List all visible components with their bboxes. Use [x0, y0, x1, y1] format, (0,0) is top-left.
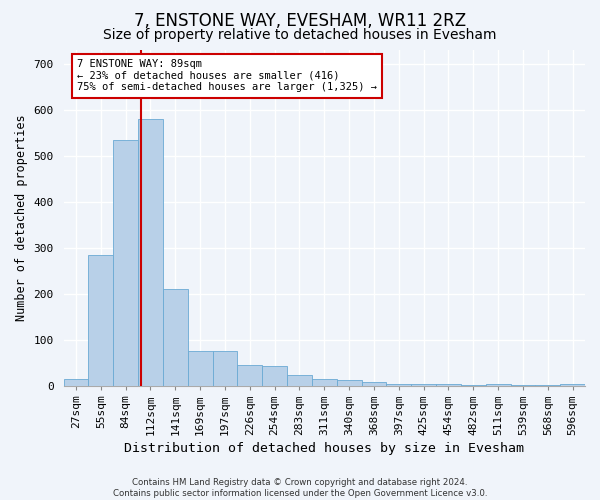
Bar	[287, 376, 312, 386]
Bar	[337, 380, 362, 386]
Bar	[262, 366, 287, 386]
Text: 7 ENSTONE WAY: 89sqm
← 23% of detached houses are smaller (416)
75% of semi-deta: 7 ENSTONE WAY: 89sqm ← 23% of detached h…	[77, 59, 377, 92]
Y-axis label: Number of detached properties: Number of detached properties	[15, 114, 28, 321]
Bar	[560, 384, 585, 386]
Bar	[64, 379, 88, 386]
Bar	[238, 365, 262, 386]
Bar	[188, 351, 212, 386]
Bar	[461, 384, 485, 386]
Bar	[411, 384, 436, 386]
Bar	[138, 119, 163, 386]
Text: Contains HM Land Registry data © Crown copyright and database right 2024.
Contai: Contains HM Land Registry data © Crown c…	[113, 478, 487, 498]
Bar	[485, 384, 511, 386]
Bar	[88, 254, 113, 386]
Bar	[436, 384, 461, 386]
Bar	[362, 382, 386, 386]
X-axis label: Distribution of detached houses by size in Evesham: Distribution of detached houses by size …	[124, 442, 524, 455]
Bar	[163, 289, 188, 386]
Bar	[386, 384, 411, 386]
Bar	[212, 351, 238, 386]
Text: 7, ENSTONE WAY, EVESHAM, WR11 2RZ: 7, ENSTONE WAY, EVESHAM, WR11 2RZ	[134, 12, 466, 30]
Text: Size of property relative to detached houses in Evesham: Size of property relative to detached ho…	[103, 28, 497, 42]
Bar	[535, 384, 560, 386]
Bar	[113, 140, 138, 386]
Bar	[511, 384, 535, 386]
Bar	[312, 379, 337, 386]
